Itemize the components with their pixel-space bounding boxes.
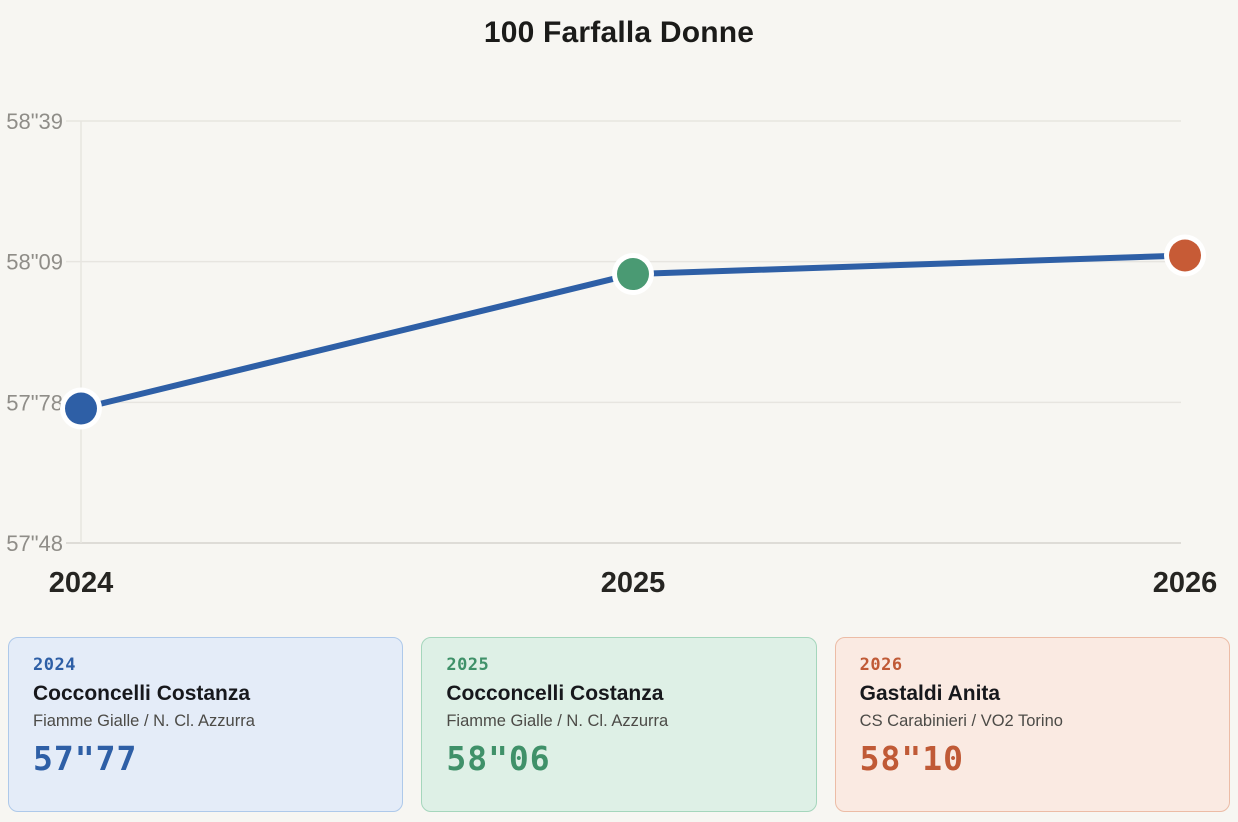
data-point-2026[interactable] [1169, 239, 1201, 272]
x-axis-tick-label: 2025 [601, 567, 666, 599]
result-card-2026: 2026 Gastaldi Anita CS Carabinieri / VO2… [834, 637, 1230, 812]
line-chart: 58"39 58"09 57"78 57"48 2024 2025 2026 [6, 109, 1218, 599]
card-time-value: 58"06 [446, 739, 551, 778]
x-axis-tick-label: 2026 [1153, 567, 1218, 599]
card-athlete-name: Gastaldi Anita [859, 682, 1001, 705]
card-athlete-name: Cocconcelli Costanza [446, 682, 664, 705]
card-team-name: CS Carabinieri / VO2 Torino [859, 712, 1063, 730]
page-title: 100 Farfalla Donne [483, 16, 755, 49]
y-axis-tick-label: 58"39 [6, 109, 63, 134]
year-result-cards: 2024 Cocconcelli Costanza Fiamme Gialle … [8, 637, 1230, 812]
x-axis-tick-label: 2024 [49, 567, 114, 599]
card-year-label: 2025 [446, 655, 490, 675]
card-athlete-name: Cocconcelli Costanza [33, 682, 251, 705]
card-year-label: 2024 [33, 655, 76, 675]
card-time-value: 57"77 [33, 739, 138, 778]
y-axis-tick-label: 57"48 [6, 531, 63, 556]
y-axis-tick-label: 58"09 [6, 250, 63, 275]
result-card-2025: 2025 Cocconcelli Costanza Fiamme Gialle … [421, 637, 817, 812]
card-year-label: 2026 [859, 655, 903, 675]
y-axis-tick-label: 57"78 [6, 390, 63, 415]
data-point-2025[interactable] [617, 258, 649, 291]
card-team-name: Fiamme Gialle / N. Cl. Azzurra [33, 712, 255, 730]
result-card-2024: 2024 Cocconcelli Costanza Fiamme Gialle … [8, 637, 404, 812]
card-team-name: Fiamme Gialle / N. Cl. Azzurra [446, 712, 669, 730]
data-point-2024[interactable] [65, 392, 97, 425]
card-time-value: 58"10 [859, 739, 964, 778]
